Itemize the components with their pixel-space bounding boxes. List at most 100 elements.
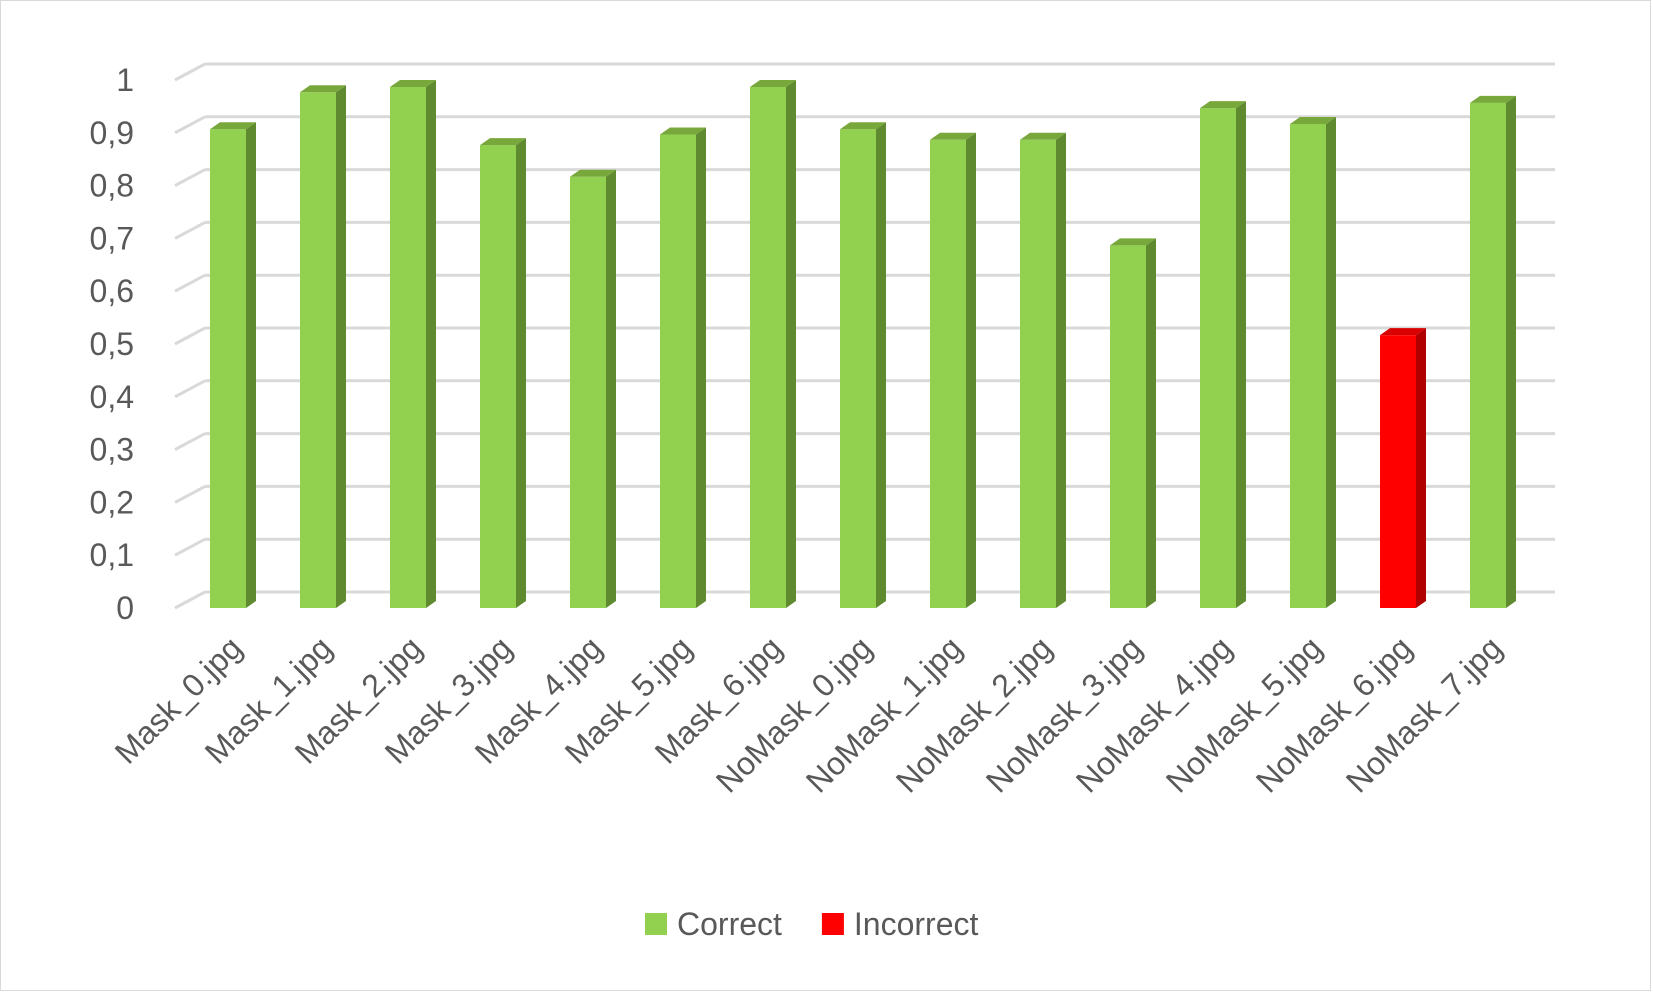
x-tick-label: NoMask_1.jpg xyxy=(799,629,969,799)
x-tick-label: NoMask_6.jpg xyxy=(1249,629,1419,799)
gridline-diagonal xyxy=(174,537,206,557)
bar-top xyxy=(930,132,976,140)
bar-top xyxy=(390,80,436,87)
bar-side xyxy=(426,80,436,608)
y-tick-label: 0,9 xyxy=(90,115,134,151)
y-tick-label: 0,7 xyxy=(90,220,134,256)
gridline-diagonal xyxy=(174,62,206,82)
y-tick-label: 0,8 xyxy=(90,168,134,204)
bar-side xyxy=(1236,101,1246,609)
bar-front xyxy=(570,176,606,608)
bar-Mask_6.jpg xyxy=(750,80,796,608)
bar-front xyxy=(300,92,336,608)
bar-side xyxy=(966,132,976,609)
y-tick-label: 0,2 xyxy=(90,484,134,520)
bar-NoMask_7.jpg xyxy=(1470,95,1516,609)
bar-front xyxy=(1380,335,1416,608)
bar-NoMask_1.jpg xyxy=(930,132,976,609)
gridline-diagonal xyxy=(174,221,206,240)
y-tick-label: 0,6 xyxy=(90,273,134,309)
gridline-diagonal xyxy=(174,115,206,135)
bar-top xyxy=(570,169,616,177)
bar-side xyxy=(336,85,346,608)
y-tick-label: 0,5 xyxy=(90,326,134,362)
bar-side xyxy=(1056,132,1066,609)
gridline-diagonal xyxy=(174,432,206,451)
bar-Mask_5.jpg xyxy=(660,127,706,609)
bar-NoMask_0.jpg xyxy=(840,122,886,609)
gridline-diagonal xyxy=(174,273,206,293)
bar-top xyxy=(1470,95,1516,103)
bar-top xyxy=(1200,101,1246,109)
bar-Mask_4.jpg xyxy=(570,169,616,608)
bar-Mask_2.jpg xyxy=(390,80,436,608)
x-axis-ticks: Mask_0.jpgMask_1.jpgMask_2.jpgMask_3.jpg… xyxy=(108,629,1509,799)
gridline-diagonal xyxy=(174,485,206,504)
gridline-diagonal xyxy=(174,168,206,187)
x-tick-label: NoMask_3.jpg xyxy=(979,629,1149,799)
x-tick-label: NoMask_7.jpg xyxy=(1339,629,1509,799)
x-tick-label: NoMask_0.jpg xyxy=(709,629,879,799)
gridline-diagonal xyxy=(174,590,206,610)
bar-front xyxy=(1020,139,1056,609)
x-tick-label: NoMask_4.jpg xyxy=(1069,629,1239,799)
bar-Mask_1.jpg xyxy=(300,85,346,608)
bar-front xyxy=(390,87,426,608)
bar-top xyxy=(300,85,346,93)
legend-label: Correct xyxy=(677,906,782,942)
bar-front xyxy=(930,139,966,609)
bar-top xyxy=(840,122,886,130)
x-tick-label: NoMask_2.jpg xyxy=(889,629,1059,799)
gridline-diagonal xyxy=(174,379,206,399)
bar-top xyxy=(210,122,256,130)
bar-side xyxy=(876,122,886,609)
y-tick-label: 0,4 xyxy=(90,379,134,415)
bar-side xyxy=(606,169,616,608)
legend: Correct Incorrect xyxy=(645,906,979,942)
legend-item-correct: Correct xyxy=(645,906,782,942)
legend-swatch xyxy=(645,913,667,935)
bar-front xyxy=(1470,102,1506,608)
bar-top xyxy=(1020,132,1066,140)
bar-front xyxy=(1290,123,1326,609)
bar-front xyxy=(660,134,696,608)
bar-top xyxy=(660,127,706,135)
legend-label: Incorrect xyxy=(854,906,979,942)
y-tick-label: 0,3 xyxy=(90,432,134,468)
bar-side xyxy=(516,138,526,608)
legend-swatch xyxy=(821,913,844,935)
bar-side xyxy=(696,127,706,609)
bar-front xyxy=(750,87,786,608)
bar-side xyxy=(246,122,256,609)
bar-side xyxy=(1326,116,1336,609)
bar-front xyxy=(210,129,246,609)
bar-top xyxy=(750,80,796,87)
bar-NoMask_4.jpg xyxy=(1200,101,1246,609)
bar-NoMask_6.jpg xyxy=(1380,328,1426,608)
bar-NoMask_5.jpg xyxy=(1290,116,1336,609)
bar-NoMask_3.jpg xyxy=(1110,238,1156,608)
y-tick-label: 1 xyxy=(116,62,134,98)
bar-front xyxy=(480,145,516,608)
bar-side xyxy=(1146,238,1156,608)
y-tick-label: 0,1 xyxy=(90,537,134,573)
bar-top xyxy=(1380,328,1426,336)
x-tick-label: NoMask_5.jpg xyxy=(1159,629,1329,799)
bar-side xyxy=(786,80,796,608)
y-axis-ticks: 0 0,1 0,2 0,3 0,4 0,5 0,6 0,7 0,8 0,9 1 xyxy=(90,62,134,626)
bar-top xyxy=(1110,238,1156,246)
bar-top xyxy=(1290,116,1336,124)
bar-side xyxy=(1506,95,1516,609)
gridline-diagonal xyxy=(174,326,206,346)
y-tick-label: 0 xyxy=(116,590,134,626)
bar-top xyxy=(480,138,526,146)
bars xyxy=(210,80,1516,609)
bar-front xyxy=(840,129,876,609)
bar-Mask_3.jpg xyxy=(480,138,526,608)
bar-front xyxy=(1110,245,1146,608)
bar-NoMask_2.jpg xyxy=(1020,132,1066,609)
bar-Mask_0.jpg xyxy=(210,122,256,609)
legend-item-incorrect: Incorrect xyxy=(821,906,979,942)
